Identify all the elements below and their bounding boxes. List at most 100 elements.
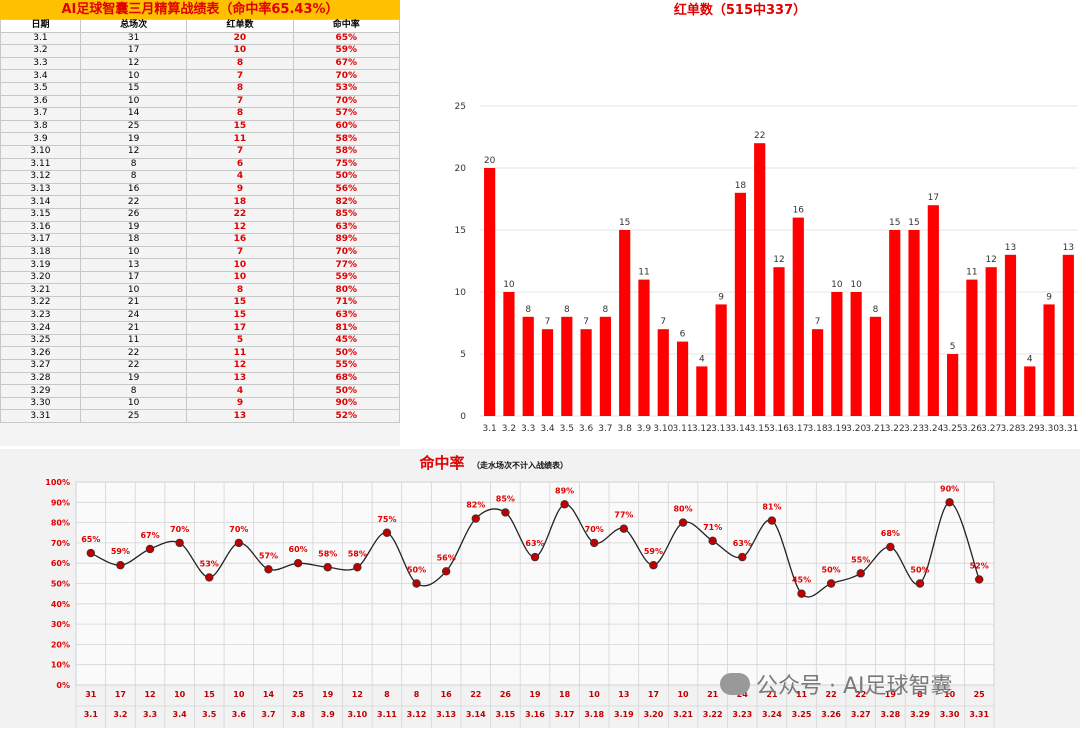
data-point [856,569,865,578]
data-label: 56% [437,553,456,562]
total-count-label: 8 [384,690,390,699]
bar-xtick-label: 3.9 [637,424,652,434]
bar [927,205,939,416]
data-point [323,563,332,572]
data-point [678,518,688,527]
bar-chart-panel: 红单数（515中337） 0 5 10 15 20 25 20 3.1 10 3.2 8 3.3 7 3.4… [400,0,1080,446]
data-label: 58% [348,549,367,558]
table-cell: 57% [292,107,401,121]
bar [1004,254,1017,416]
table-row: 3.17 18 16 89% [0,233,401,247]
table-cell: 3.1 [0,31,81,46]
table-cell: 11 [79,333,188,348]
table-cell: 12 [79,56,188,71]
table-cell: 10 [79,245,188,260]
line-xtick-label: 3.12 [407,710,427,719]
table-cell: 8 [79,157,188,172]
table-cell: 15 [186,296,294,310]
data-label: 52% [970,561,989,570]
bar-value-label: 9 [718,292,724,302]
data-label: 70% [585,525,604,534]
table-cell: 8 [79,170,188,184]
bar-chart: 红单数（515中337）0510152025203.1103.283.373.4… [455,2,1079,434]
table-header-cell: 红单数 [186,19,294,33]
table-cell: 16 [186,233,294,247]
bar-value-label: 8 [564,305,570,315]
bar-xtick-label: 3.27 [981,424,1001,434]
table-header-row: 日期 总场次 红单数 命中率 [0,19,401,33]
data-label: 53% [200,559,219,568]
bar-value-label: 10 [831,280,843,290]
line-xtick-label: 3.7 [261,710,275,719]
table-cell: 3.13 [0,182,81,197]
bar-xtick-label: 3.13 [711,424,731,434]
line-xtick-label: 3.27 [851,710,871,719]
bar [580,329,592,416]
line-ytick-label: 80% [51,519,70,528]
table-cell: 9 [186,182,294,197]
table-cell: 12 [186,220,294,235]
table-cell: 55% [292,359,401,373]
data-point [530,552,540,562]
total-count-label: 19 [885,690,897,699]
bar-xtick-label: 3.15 [750,424,770,434]
watermark: 公众号 · AI足球智囊 [720,668,953,700]
bar-value-label: 18 [735,181,747,191]
table-cell: 8 [186,107,294,121]
line-xtick-label: 3.18 [584,710,604,719]
table-cell: 3.28 [0,371,81,386]
total-count-label: 24 [737,690,749,699]
bar [831,292,843,416]
table-cell: 70% [292,245,401,260]
table-cell: 3.18 [0,245,81,260]
bar [541,329,554,416]
line-xtick-label: 3.20 [644,710,664,719]
table-title: AI足球智囊三月精算战绩表（命中率65.43%） [0,0,400,19]
total-count-label: 21 [707,690,719,699]
line-xtick-label: 3.22 [703,710,723,719]
line-xtick-label: 3.13 [436,710,456,719]
line-xtick-label: 3.31 [969,710,989,719]
data-point [234,538,244,548]
bar-chart-title: 红单数（515中337） [674,2,806,18]
total-count-label: 8 [917,690,923,699]
total-count-label: 19 [529,690,541,699]
results-table: 日期 总场次 红单数 命中率 3.1 31 20 65% 3.2 17 10 59% 3.3 12 8 67… [0,19,401,423]
table-cell: 21 [79,321,188,335]
table-cell: 10 [79,69,188,83]
table-header-cell: 总场次 [79,19,188,33]
table-cell: 45% [292,333,401,348]
total-count-label: 19 [322,690,334,699]
bar [696,366,708,416]
total-count-label: 13 [618,690,629,699]
total-count-label: 12 [352,690,363,699]
line-xtick-label: 3.2 [113,710,127,719]
table-cell: 25 [79,409,188,423]
bar-value-label: 7 [583,317,589,327]
bar-xtick-label: 3.21 [865,424,885,434]
table-cell: 8 [186,56,294,71]
bar-xtick-label: 3.12 [692,424,712,434]
table-row: 3.4 10 7 70% [0,69,401,83]
line-xtick-label: 3.26 [821,710,841,719]
total-count-label: 10 [589,690,601,699]
total-count-label: 11 [796,690,808,699]
bar-value-label: 16 [793,206,805,216]
bar-ytick-label: 10 [455,288,467,298]
table-cell: 3.29 [0,384,81,398]
data-point [86,548,96,558]
table-cell: 21 [79,296,188,310]
table-cell: 58% [292,144,401,159]
line-ytick-label: 10% [51,661,70,670]
table-cell: 8 [186,81,294,96]
table-row: 3.8 25 15 60% [0,119,401,134]
table-row: 3.5 15 8 53% [0,81,401,96]
total-count-label: 26 [500,690,512,699]
table-cell: 85% [292,207,401,222]
table-cell: 8 [79,384,188,398]
bar-xtick-label: 3.8 [618,424,633,434]
table-cell: 8 [186,283,294,298]
table-cell: 3.8 [0,119,81,134]
table-cell: 3.26 [0,346,81,361]
table-cell: 7 [186,144,294,159]
